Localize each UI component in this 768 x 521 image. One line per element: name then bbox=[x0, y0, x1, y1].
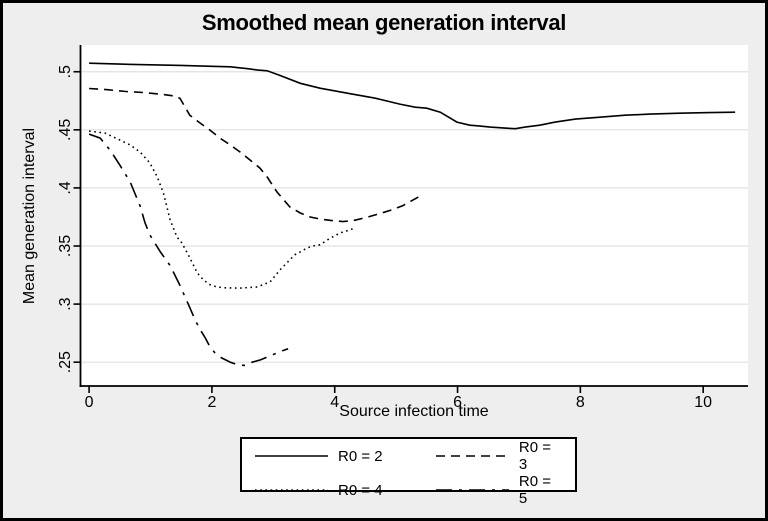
solid-line-sample-icon bbox=[255, 455, 328, 457]
x-tick-label: 8 bbox=[576, 394, 585, 411]
longdash-dot-line-sample-icon bbox=[435, 489, 509, 491]
legend-item-r0-4: R0 = 4 bbox=[255, 482, 436, 499]
legend-row: R0 = 2 R0 = 3 bbox=[255, 439, 562, 473]
y-axis-title: Mean generation interval bbox=[21, 127, 38, 305]
chart-title: Smoothed mean generation interval bbox=[201, 10, 567, 35]
y-tick-label: .25 bbox=[57, 351, 74, 373]
legend-item-r0-3: R0 = 3 bbox=[435, 439, 562, 473]
legend-label: R0 = 4 bbox=[338, 481, 383, 499]
x-tick-label: 2 bbox=[207, 394, 216, 411]
legend: R0 = 2 R0 = 3 R0 = 4 R0 = 5 bbox=[240, 437, 577, 507]
x-axis-title: Source infection time bbox=[339, 403, 489, 420]
legend-label: R0 = 5 bbox=[518, 473, 551, 507]
y-tick-label: .3 bbox=[57, 297, 74, 310]
series-line-r0=5 bbox=[88, 133, 289, 367]
y-tick-label: .45 bbox=[57, 119, 74, 141]
x-tick-label: 10 bbox=[694, 394, 712, 411]
legend-item-r0-2: R0 = 2 bbox=[255, 448, 436, 465]
legend-item-r0-5: R0 = 5 bbox=[435, 473, 562, 507]
x-tick-label: 6 bbox=[453, 394, 462, 411]
y-tick-label: .35 bbox=[57, 235, 74, 257]
legend-row: R0 = 4 R0 = 5 bbox=[255, 473, 562, 507]
legend-label: R0 = 3 bbox=[518, 439, 551, 473]
x-tick-label: 0 bbox=[85, 394, 94, 411]
y-tick-label: .5 bbox=[57, 65, 74, 78]
plot-background bbox=[80, 45, 748, 386]
y-tick-label: .4 bbox=[57, 181, 74, 194]
series-line-r0=3 bbox=[89, 87, 423, 223]
x-tick-label: 4 bbox=[330, 394, 339, 411]
series-line-r0=2 bbox=[89, 62, 736, 130]
legend-label: R0 = 2 bbox=[338, 447, 383, 465]
dotted-line-sample-icon bbox=[255, 489, 328, 491]
dashed-line-sample-icon bbox=[435, 455, 509, 457]
